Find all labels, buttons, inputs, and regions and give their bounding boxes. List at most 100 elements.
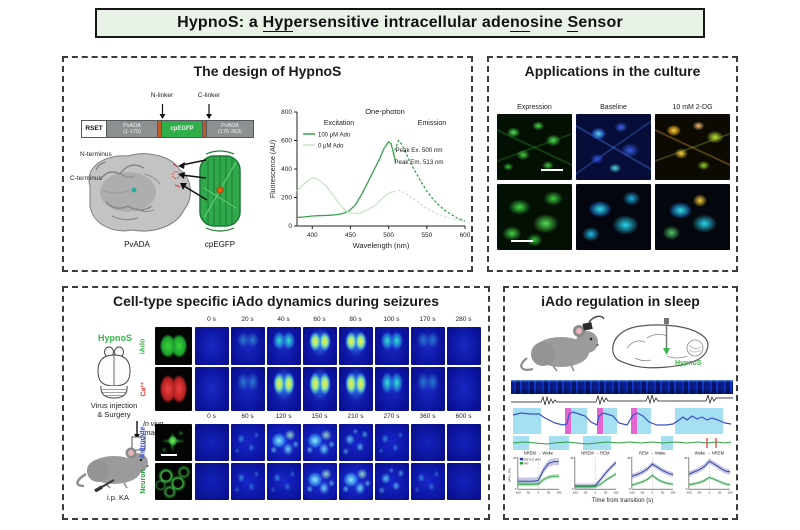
svg-text:WT: WT — [524, 461, 529, 465]
svg-text:100: 100 — [614, 491, 619, 495]
panel-seizures-title: Cell-type specific iAdo dynamics during … — [113, 293, 439, 309]
reference-image-astrocyte — [155, 424, 192, 461]
svg-text:REM → Wake: REM → Wake — [639, 451, 666, 456]
panel-sleep-title: iAdo regulation in sleep — [541, 293, 700, 309]
svg-text:-50: -50 — [583, 491, 588, 495]
svg-text:-100: -100 — [572, 491, 578, 495]
frame-image — [266, 424, 301, 461]
svg-text:50: 50 — [547, 491, 551, 495]
brain-top-view — [97, 346, 131, 399]
frame-image — [302, 327, 337, 365]
panel-design-title: The design of HypnoS — [193, 63, 342, 79]
title-part-underlined: S — [567, 14, 579, 32]
transition-chart-wake-nrem: Wake → NREM -100 -50 0 50 100 0 30 — [684, 451, 733, 495]
emg-trace — [511, 395, 733, 406]
row-label-astrocyte: Astrocyte — [139, 426, 147, 459]
svg-text:50: 50 — [718, 491, 722, 495]
frame-image — [446, 463, 481, 500]
svg-text:NREM → Wake: NREM → Wake — [524, 451, 554, 456]
construct-segment-PvADA: PvADA (1-170) — [106, 120, 158, 138]
frame-image — [410, 463, 445, 500]
svg-text:-100: -100 — [686, 491, 692, 495]
svg-text:-50: -50 — [526, 491, 531, 495]
panel-sleep: iAdo regulation in sleep — [503, 286, 738, 520]
svg-text:30: 30 — [684, 456, 688, 460]
mouse-implant-illustration — [520, 315, 605, 372]
frame-image — [194, 327, 229, 365]
micrograph-neuron-2dg — [655, 114, 730, 180]
svg-text:0: 0 — [515, 487, 517, 491]
svg-text:0: 0 — [709, 491, 711, 495]
reference-image-neuron — [155, 463, 192, 500]
svg-text:40: 40 — [570, 456, 574, 460]
svg-text:40: 40 — [627, 456, 631, 460]
eado-trace-sleep — [512, 436, 732, 450]
frame-time-label: 80 s — [349, 316, 362, 323]
column-header-baseline: Baseline — [600, 104, 627, 111]
svg-text:0: 0 — [538, 491, 540, 495]
construct-bar: RSET PvADA (1-170) cpEGFP PvADA (176-363) — [81, 120, 254, 138]
seizure-image-grid: 0 s 20 s 40 s 60 s 80 s 100 s 170 s 280 s 0 s 60 … — [64, 288, 492, 522]
frame-image — [194, 367, 229, 411]
construct-segment-cpEGFP: cpEGFP — [161, 120, 203, 138]
frame-image — [446, 327, 481, 365]
svg-text:100: 100 — [728, 491, 733, 495]
micrograph-astrocyte-expression — [497, 184, 572, 250]
n-linker-label: N-linker — [150, 92, 174, 99]
svg-text:0: 0 — [629, 487, 631, 491]
panel-design: The design of HypnoS N-linker C-linker R… — [62, 56, 473, 272]
frame-image — [302, 424, 337, 461]
frame-time-label: 280 s — [455, 316, 472, 323]
frame-image — [446, 367, 481, 411]
spectra-chart: 400 450 500 550 600 0 200 400 600 800 One-photon Ex… — [270, 107, 471, 250]
figure-title: HypnoS: a Hypersensitive intracellular a… — [177, 14, 623, 32]
construct-segment-RSET: RSET — [81, 120, 107, 138]
frame-image — [194, 424, 229, 461]
svg-text:Wake → NREM: Wake → NREM — [695, 451, 725, 456]
svg-text:Peak Ex. 500 nm: Peak Ex. 500 nm — [395, 147, 442, 154]
panel-culture-title: Applications in the culture — [524, 63, 701, 79]
svg-text:-100: -100 — [515, 491, 521, 495]
svg-text:550: 550 — [421, 232, 432, 239]
svg-text:ENT1/2 dKO: ENT1/2 dKO — [524, 457, 541, 461]
frame-image — [230, 327, 265, 365]
svg-text:-50: -50 — [697, 491, 702, 495]
svg-text:0: 0 — [288, 223, 292, 230]
row-label-red-brain: Ca²⁺ — [140, 381, 148, 397]
hypnos-sensor-label-sleep: HypnoS — [675, 360, 702, 367]
micrograph-neuron-baseline — [576, 114, 651, 180]
title-part-underlined: Hyp — [262, 14, 294, 32]
svg-text:NREM → REM: NREM → REM — [581, 451, 610, 456]
svg-text:450: 450 — [345, 232, 356, 239]
row-label-neuron: Neuron — [139, 469, 147, 494]
svg-text:0: 0 — [686, 487, 688, 491]
svg-text:ΔF/F₀ (%): ΔF/F₀ (%) — [508, 469, 512, 483]
step-virus-injection: Virus injection — [90, 401, 138, 410]
frame-time-label: 150 s — [311, 413, 328, 420]
n-terminus-label: N-terminus — [80, 151, 112, 158]
transition-chart-rem-wake: REM → Wake -100 -50 0 50 100 0 40 — [627, 451, 676, 495]
svg-text:20: 20 — [513, 456, 517, 460]
svg-text:400: 400 — [307, 232, 318, 239]
frame-time-label: 40 s — [277, 316, 290, 323]
frame-time-label: 600 s — [455, 413, 472, 420]
frame-image — [446, 424, 481, 461]
c-terminus-label: C-terminus — [70, 175, 102, 182]
step-surgery: & Surgery — [97, 410, 131, 419]
cpegfp-caption: cpEGFP — [204, 240, 236, 249]
svg-text:0: 0 — [595, 491, 597, 495]
frame-image — [230, 367, 265, 411]
micrograph-astrocyte-baseline — [576, 184, 651, 250]
frame-image — [266, 463, 301, 500]
frame-image — [338, 367, 373, 411]
frame-time-label: 0 s — [207, 413, 216, 420]
reference-image-green-brain — [155, 327, 192, 365]
svg-text:100 μM Ado: 100 μM Ado — [318, 133, 351, 139]
step-ipka: i.p. KA — [106, 493, 130, 502]
frame-image — [338, 463, 373, 500]
svg-text:100: 100 — [557, 491, 562, 495]
frame-image — [374, 424, 409, 461]
transition-chart-nrem-rem: NREM → REM -100 -50 0 50 100 0 40 — [570, 451, 619, 495]
panel-seizures: Cell-type specific iAdo dynamics during … — [62, 286, 490, 520]
